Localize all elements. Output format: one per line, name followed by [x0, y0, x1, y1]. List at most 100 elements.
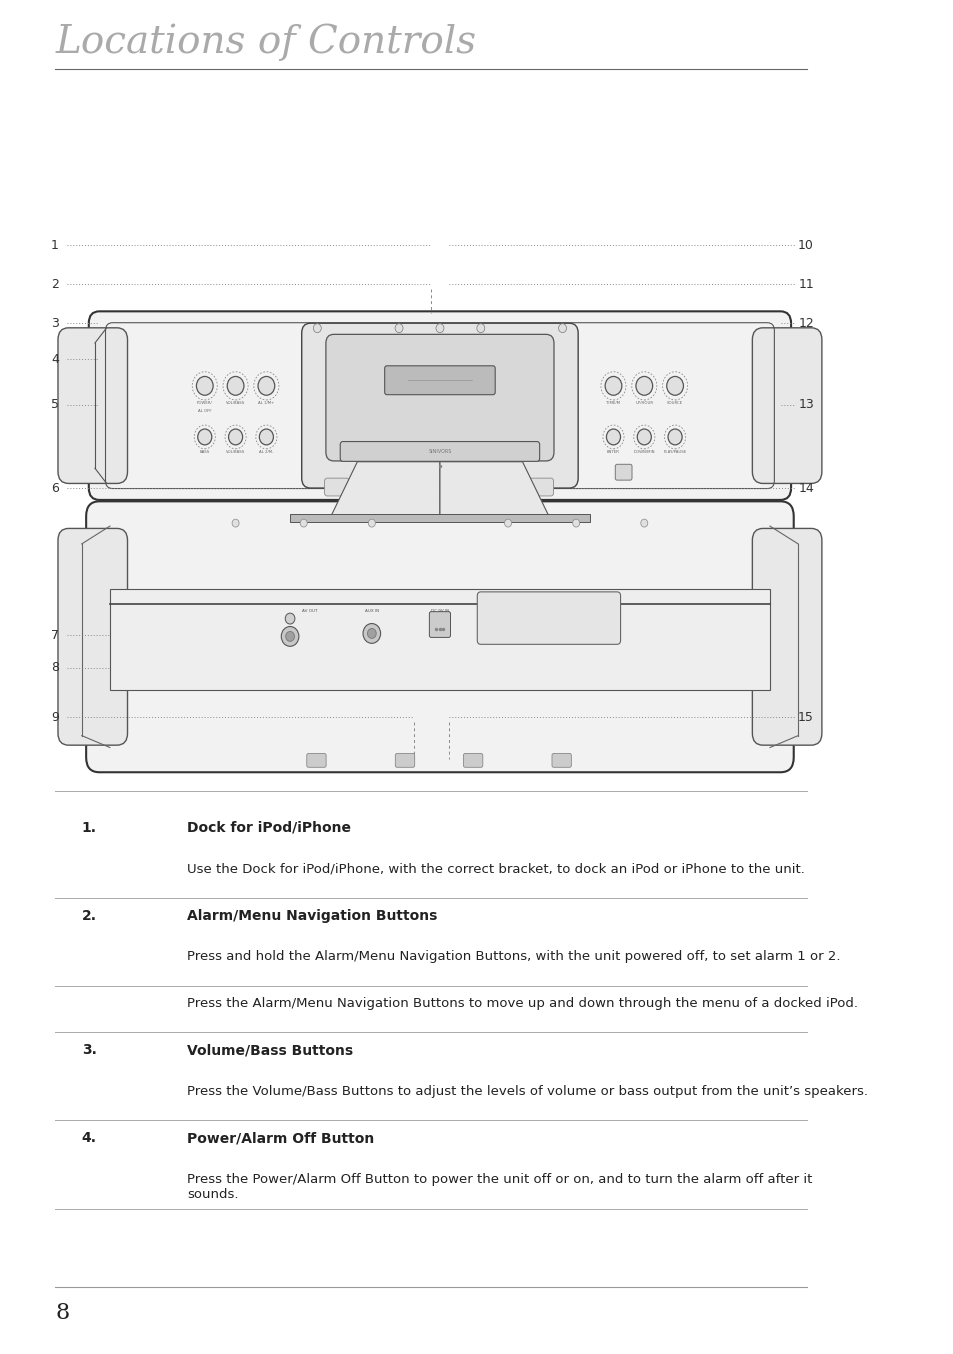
Text: DOWN/MIN: DOWN/MIN — [633, 450, 655, 454]
Text: Press the Alarm/Menu Navigation Buttons to move up and down through the menu of : Press the Alarm/Menu Navigation Buttons … — [187, 997, 858, 1010]
Circle shape — [640, 519, 647, 527]
Text: ENTER: ENTER — [606, 450, 619, 454]
Text: POWER/: POWER/ — [196, 401, 213, 405]
Text: AL 2/M-: AL 2/M- — [259, 450, 274, 454]
Text: 4: 4 — [51, 353, 59, 366]
FancyBboxPatch shape — [89, 311, 790, 500]
Text: 9: 9 — [51, 711, 59, 723]
Circle shape — [285, 613, 294, 624]
Text: Volume/Bass Buttons: Volume/Bass Buttons — [187, 1044, 354, 1057]
FancyBboxPatch shape — [58, 328, 128, 483]
Circle shape — [300, 519, 307, 527]
Circle shape — [476, 324, 484, 333]
Circle shape — [257, 376, 274, 395]
FancyBboxPatch shape — [301, 324, 578, 487]
Text: 4.: 4. — [82, 1132, 96, 1145]
FancyBboxPatch shape — [464, 478, 488, 496]
Polygon shape — [439, 462, 548, 516]
Circle shape — [227, 376, 244, 395]
Text: VOL/BASS: VOL/BASS — [226, 450, 245, 454]
Text: PLAY/PAUSE: PLAY/PAUSE — [662, 450, 686, 454]
Circle shape — [229, 429, 242, 445]
Text: AUX IN: AUX IN — [364, 609, 378, 612]
Circle shape — [285, 631, 294, 642]
Text: 12: 12 — [798, 317, 813, 330]
FancyBboxPatch shape — [615, 464, 631, 481]
Bar — [290, 515, 589, 523]
Text: 7: 7 — [51, 630, 59, 642]
Text: BASS: BASS — [199, 450, 210, 454]
Circle shape — [313, 324, 321, 333]
Text: UP/HOUR: UP/HOUR — [635, 401, 653, 405]
Circle shape — [558, 324, 566, 333]
Circle shape — [259, 429, 274, 445]
Text: TIME/M: TIME/M — [606, 401, 619, 405]
Text: AV OUT: AV OUT — [301, 609, 316, 612]
Text: Press the Volume/Bass Buttons to adjust the levels of volume or bass output from: Press the Volume/Bass Buttons to adjust … — [187, 1085, 867, 1098]
Text: VOL/BASS: VOL/BASS — [226, 401, 245, 405]
FancyBboxPatch shape — [324, 478, 349, 496]
FancyBboxPatch shape — [326, 334, 554, 460]
FancyBboxPatch shape — [463, 753, 482, 768]
Text: 3: 3 — [51, 317, 59, 330]
Text: 5: 5 — [51, 398, 59, 412]
Text: 10: 10 — [798, 240, 813, 252]
Circle shape — [436, 324, 443, 333]
Text: SINIVORS: SINIVORS — [428, 450, 451, 454]
Text: 8: 8 — [51, 661, 59, 674]
Text: Use the Dock for iPod/iPhone, with the correct bracket, to dock an iPod or iPhon: Use the Dock for iPod/iPhone, with the c… — [187, 862, 804, 875]
Circle shape — [281, 627, 298, 646]
Text: Press the Power/Alarm Off Button to power the unit off or on, and to turn the al: Press the Power/Alarm Off Button to powe… — [187, 1173, 812, 1201]
FancyBboxPatch shape — [307, 753, 326, 768]
Text: 3.: 3. — [82, 1044, 96, 1057]
Text: 14: 14 — [798, 482, 813, 494]
Text: 1.: 1. — [82, 821, 96, 834]
FancyBboxPatch shape — [86, 501, 793, 772]
FancyBboxPatch shape — [58, 528, 128, 745]
Circle shape — [636, 376, 652, 395]
Circle shape — [363, 624, 380, 643]
Circle shape — [604, 376, 621, 395]
Circle shape — [232, 519, 239, 527]
Text: Alarm/Menu Navigation Buttons: Alarm/Menu Navigation Buttons — [187, 909, 437, 922]
Circle shape — [395, 324, 402, 333]
Text: Press and hold the Alarm/Menu Navigation Buttons, with the unit powered off, to : Press and hold the Alarm/Menu Navigation… — [187, 951, 840, 963]
Circle shape — [572, 519, 579, 527]
Polygon shape — [331, 462, 439, 516]
Text: 11: 11 — [798, 278, 813, 291]
Text: 13: 13 — [798, 398, 813, 412]
FancyBboxPatch shape — [395, 753, 415, 768]
FancyBboxPatch shape — [752, 328, 821, 483]
Circle shape — [368, 519, 375, 527]
FancyBboxPatch shape — [340, 441, 539, 462]
FancyBboxPatch shape — [389, 478, 414, 496]
FancyBboxPatch shape — [429, 612, 450, 638]
FancyBboxPatch shape — [476, 592, 619, 645]
Circle shape — [367, 628, 375, 638]
FancyBboxPatch shape — [528, 478, 553, 496]
Text: 6: 6 — [51, 482, 59, 494]
Text: 15: 15 — [798, 711, 813, 723]
Circle shape — [591, 613, 600, 624]
Text: Power/Alarm Off Button: Power/Alarm Off Button — [187, 1132, 375, 1145]
Circle shape — [196, 376, 213, 395]
Circle shape — [637, 429, 651, 445]
FancyBboxPatch shape — [552, 753, 571, 768]
Bar — [110, 589, 769, 691]
Text: Dock for iPod/iPhone: Dock for iPod/iPhone — [187, 821, 351, 834]
Text: SOURCE: SOURCE — [666, 401, 682, 405]
Text: 8: 8 — [55, 1301, 70, 1324]
Text: Locations of Controls: Locations of Controls — [55, 24, 476, 61]
Circle shape — [197, 429, 212, 445]
Text: DC 9V IN: DC 9V IN — [431, 609, 449, 612]
Circle shape — [504, 519, 511, 527]
Text: 1: 1 — [51, 240, 59, 252]
Text: 2.: 2. — [82, 909, 96, 922]
FancyBboxPatch shape — [752, 528, 821, 745]
Circle shape — [606, 429, 619, 445]
Text: 2: 2 — [51, 278, 59, 291]
FancyBboxPatch shape — [384, 366, 495, 394]
Circle shape — [666, 376, 682, 395]
Text: AL OFF: AL OFF — [198, 409, 212, 413]
Text: AL 1/M+: AL 1/M+ — [258, 401, 274, 405]
